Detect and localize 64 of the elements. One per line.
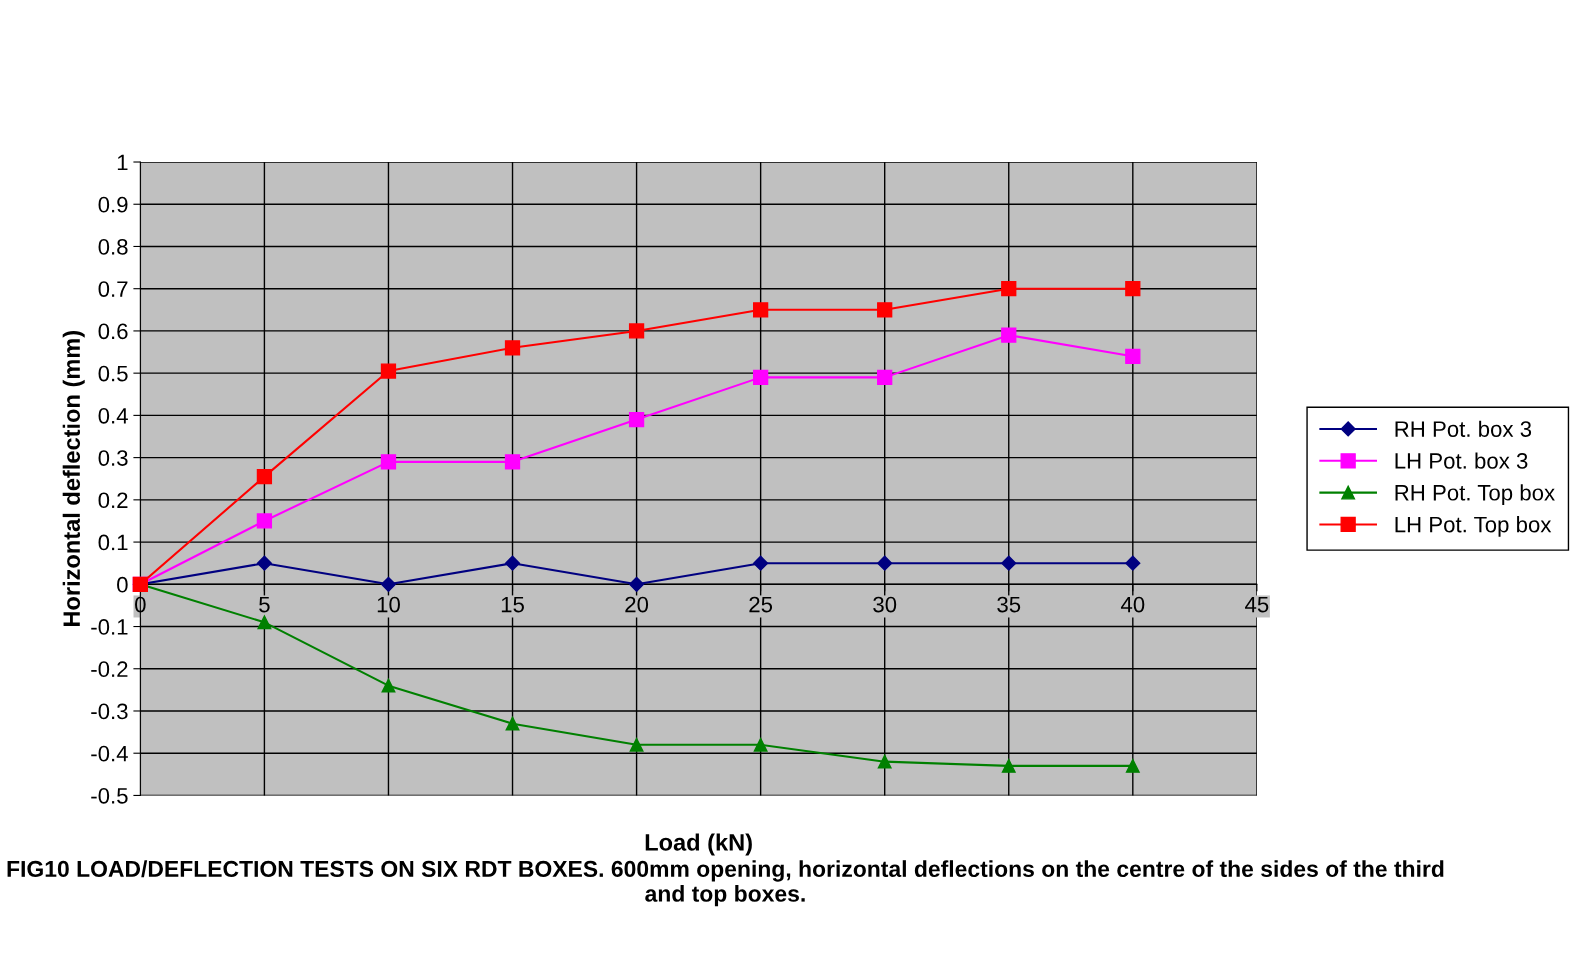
- y-tick-label: -0.4: [91, 745, 128, 762]
- y-tick-label: 1: [117, 154, 128, 171]
- legend-label: LH Pot. box 3: [1395, 452, 1528, 469]
- legend-label: LH Pot. Top box: [1395, 516, 1552, 537]
- x-tick-label: 5: [259, 596, 270, 613]
- x-tick-label: 40: [1120, 596, 1145, 613]
- point: [504, 340, 521, 356]
- point: [257, 615, 272, 630]
- legend-label: RH Pot. Top box: [1395, 484, 1555, 505]
- point: [753, 737, 768, 752]
- point: [256, 468, 273, 485]
- y-tick-label: 0.8: [98, 239, 128, 255]
- y-tick-label: -0.2: [91, 661, 128, 678]
- point: [629, 737, 644, 752]
- point: [380, 363, 397, 379]
- x-tick-label: 35: [997, 596, 1021, 613]
- point: [877, 555, 893, 571]
- y-tick-label: -0.3: [91, 703, 128, 720]
- y-tick-label: 0: [117, 576, 128, 593]
- point: [753, 555, 769, 571]
- x-tick-label: 30: [873, 596, 897, 613]
- x-tick-label: 10: [377, 596, 400, 613]
- point: [628, 411, 645, 428]
- y-tick-label: 0.5: [98, 365, 128, 382]
- y-tick-label: 0.9: [98, 196, 128, 213]
- point: [381, 678, 396, 693]
- legend-label: RH Pot. box 3: [1395, 420, 1532, 437]
- x-axis-title: Load (kN): [645, 833, 752, 856]
- point: [1125, 348, 1141, 364]
- y-tick-label: 0.2: [98, 492, 128, 509]
- y-tick-label: 0.3: [98, 450, 128, 466]
- point: [504, 454, 521, 470]
- point: [380, 576, 397, 592]
- y-tick-label: 0.6: [98, 323, 128, 340]
- point: [1125, 555, 1141, 571]
- point: [1001, 758, 1016, 773]
- point: [753, 369, 769, 386]
- y-tick-label: 0.4: [98, 407, 128, 424]
- point: [1125, 758, 1140, 773]
- point: [256, 555, 272, 571]
- y-tick-label: 0.1: [98, 534, 128, 551]
- x-tick-label: 25: [749, 596, 773, 613]
- point: [380, 454, 397, 470]
- y-axis-title: Horizontal deflection (mm): [62, 331, 85, 627]
- point: [877, 754, 892, 769]
- point: [877, 302, 893, 318]
- point: [877, 369, 893, 386]
- x-tick-label: 15: [501, 596, 524, 613]
- point: [753, 302, 769, 318]
- point: [505, 716, 520, 731]
- point: [629, 576, 645, 592]
- point: [256, 513, 273, 529]
- y-tick-label: -0.5: [91, 787, 128, 804]
- point: [1001, 281, 1017, 297]
- y-tick-label: 0.7: [98, 281, 128, 297]
- y-tick-label: -0.1: [91, 619, 128, 635]
- x-tick-label: 45: [1245, 596, 1269, 613]
- point: [1001, 555, 1017, 571]
- point: [1001, 327, 1017, 343]
- point: [504, 555, 521, 571]
- point: [1125, 281, 1141, 297]
- x-tick-label: 20: [625, 596, 649, 613]
- caption: FIG10 LOAD/DEFLECTION TESTS ON SIX RDT BOXES. 600mm opening, horizontal deflections on the centre of the sides of the third and top boxes.: [7, 860, 1444, 907]
- point: [628, 323, 645, 339]
